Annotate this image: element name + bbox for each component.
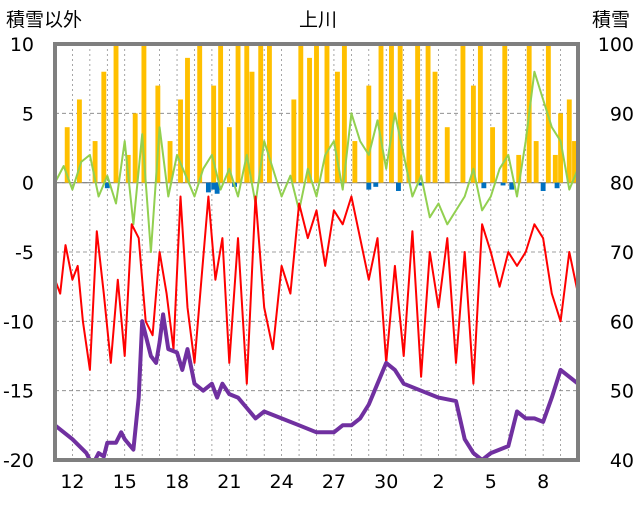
bar [104,182,110,189]
bar [558,113,564,183]
bar [197,44,203,183]
left-axis-label: 積雪以外 [6,9,82,31]
right-tick-label: 50 [610,381,634,403]
bar [470,85,476,183]
bar [373,182,379,187]
bar [366,85,372,183]
right-tick-label: 40 [610,450,634,472]
bar [444,127,450,183]
bar [378,44,384,183]
bar [101,71,107,183]
bar [214,182,220,194]
bar [291,99,297,183]
series-line [54,195,579,385]
bar [324,44,330,183]
right-tick-label: 60 [610,311,634,333]
bar [132,113,138,183]
bar [395,182,401,191]
bar [235,44,241,183]
x-tick-label: 21 [217,471,241,493]
bar [389,44,394,183]
bar [490,127,496,183]
x-tick-label: 5 [485,471,497,493]
bar [552,154,558,183]
bar [298,44,304,183]
right-axis-label: 積雪 [592,9,630,31]
left-tick-label: 10 [10,34,34,56]
bar [258,44,264,183]
bar [211,85,217,183]
bar [352,141,358,183]
bar [185,57,190,183]
x-tick-label: 8 [537,471,549,493]
bar [500,182,506,186]
bar [226,127,232,183]
bar [314,44,319,183]
x-tick-label: 2 [432,471,444,493]
bar [460,44,466,183]
bar [509,182,515,190]
bar [533,141,539,183]
bar [366,182,372,190]
bar [155,85,161,183]
bar [572,141,577,183]
x-tick-label: 18 [165,471,189,493]
bar [205,182,211,193]
bar [432,71,438,183]
bar [481,182,487,189]
bar [113,44,119,183]
bar [341,44,347,183]
bar [211,182,217,190]
bar [178,99,183,183]
right-tick-label: 100 [598,34,634,56]
bar [477,44,483,183]
left-tick-label: -20 [3,450,34,472]
bar [307,57,312,183]
left-tick-label: -15 [3,381,34,403]
x-tick-label: 24 [270,471,294,493]
bar [249,71,255,183]
plot-frame [53,42,580,462]
x-tick-label: 30 [374,471,398,493]
bar [554,182,560,189]
bar [167,141,173,183]
bar [516,154,522,183]
x-tick-label: 12 [60,471,84,493]
right-tick-label: 70 [610,242,634,264]
bar [425,44,431,183]
bar [418,182,424,186]
bar-series [64,44,577,194]
bar [244,44,250,183]
x-tick-label: 27 [322,471,346,493]
chart-title: 上川 [299,9,337,31]
x-tick-label: 15 [113,471,137,493]
bar [566,99,572,183]
left-tick-label: 5 [22,103,34,125]
bar [64,127,70,183]
bar [397,44,403,183]
bar [415,44,421,183]
bar [502,44,508,183]
bar [92,141,98,183]
bar [406,99,412,183]
bar [141,44,147,183]
series-line [54,70,579,253]
left-tick-label: 0 [22,173,34,195]
bar [334,71,340,183]
bar [218,44,224,183]
left-tick-label: -5 [15,242,34,264]
bar [76,99,82,183]
left-tick-label: -10 [3,311,34,333]
right-tick-label: 90 [610,103,634,125]
right-tick-label: 80 [610,173,634,195]
bar [266,44,272,183]
bar [540,182,546,191]
